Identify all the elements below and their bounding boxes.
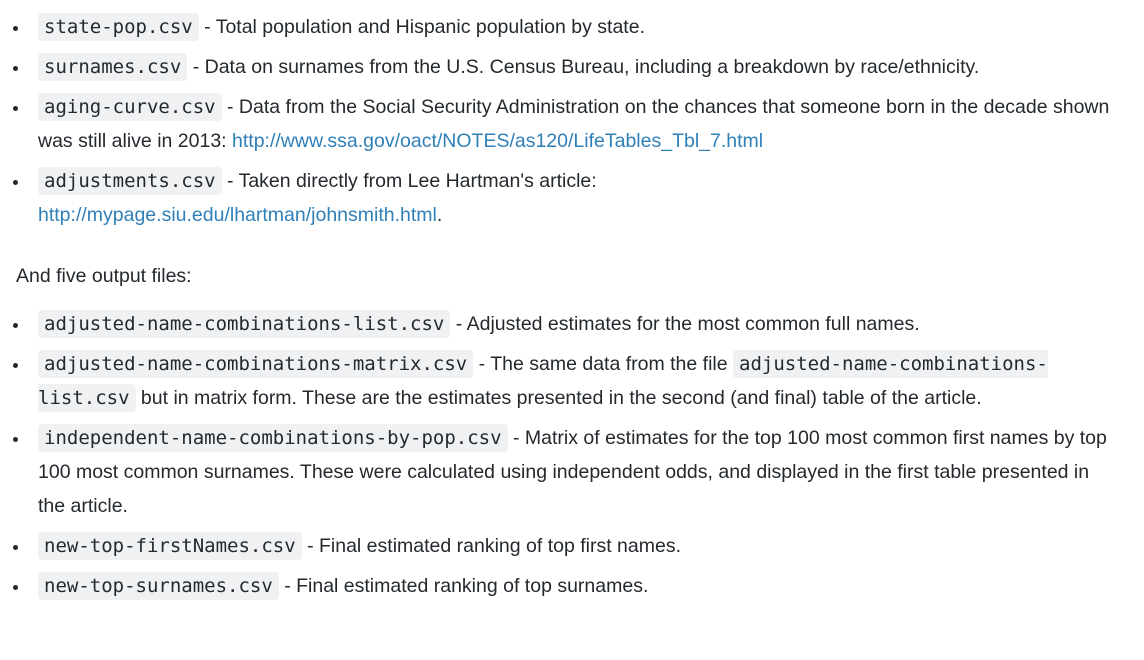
list-item: adjustments.csv - Taken directly from Le… <box>13 164 1118 232</box>
list-item: aging-curve.csv - Data from the Social S… <box>13 90 1118 158</box>
file-description: - Final estimated ranking of top surname… <box>278 575 649 597</box>
readme-document: state-pop.csv - Total population and His… <box>0 10 1118 603</box>
list-item: state-pop.csv - Total population and His… <box>13 10 1118 44</box>
file-name-code: new-top-firstNames.csv <box>38 532 302 560</box>
file-name-code: adjusted-name-combinations-list.csv <box>38 310 451 338</box>
file-description: - Data on surnames from the U.S. Census … <box>187 56 980 78</box>
list-item: surnames.csv - Data on surnames from the… <box>13 50 1118 84</box>
list-item: independent-name-combinations-by-pop.csv… <box>13 421 1118 523</box>
file-description: - The same data from the file <box>473 353 734 375</box>
file-description: - Total population and Hispanic populati… <box>198 16 645 38</box>
ssa-life-tables-link[interactable]: http://www.ssa.gov/oact/NOTES/as120/Life… <box>232 130 764 152</box>
output-files-list: adjusted-name-combinations-list.csv - Ad… <box>0 307 1118 603</box>
file-description: - Adjusted estimates for the most common… <box>450 313 920 335</box>
list-item: adjusted-name-combinations-matrix.csv - … <box>13 347 1118 415</box>
list-item: new-top-surnames.csv - Final estimated r… <box>13 569 1118 603</box>
file-description: - Matrix of estimates for the top 100 mo… <box>38 427 1107 517</box>
file-description: - Data from the Social Security Administ… <box>38 96 1110 152</box>
output-files-intro: And five output files: <box>16 265 192 287</box>
file-description: but in matrix form. These are the estima… <box>135 387 982 409</box>
file-description: - Final estimated ranking of top first n… <box>301 535 681 557</box>
list-item: adjusted-name-combinations-list.csv - Ad… <box>13 307 1118 341</box>
file-name-code: adjustments.csv <box>38 167 222 195</box>
file-name-code: state-pop.csv <box>38 13 199 41</box>
file-description: - Taken directly from Lee Hartman's arti… <box>221 170 597 192</box>
hartman-article-link[interactable]: http://mypage.siu.edu/lhartman/johnsmith… <box>38 204 437 226</box>
file-name-code: adjusted-name-combinations-matrix.csv <box>38 350 474 378</box>
input-files-list: state-pop.csv - Total population and His… <box>0 10 1118 232</box>
file-name-code: aging-curve.csv <box>38 93 222 121</box>
list-item: new-top-firstNames.csv - Final estimated… <box>13 529 1118 563</box>
file-name-code: independent-name-combinations-by-pop.csv <box>38 424 508 452</box>
file-name-code: new-top-surnames.csv <box>38 572 279 600</box>
file-name-code: surnames.csv <box>38 53 188 81</box>
trailing-period: . <box>436 204 443 226</box>
